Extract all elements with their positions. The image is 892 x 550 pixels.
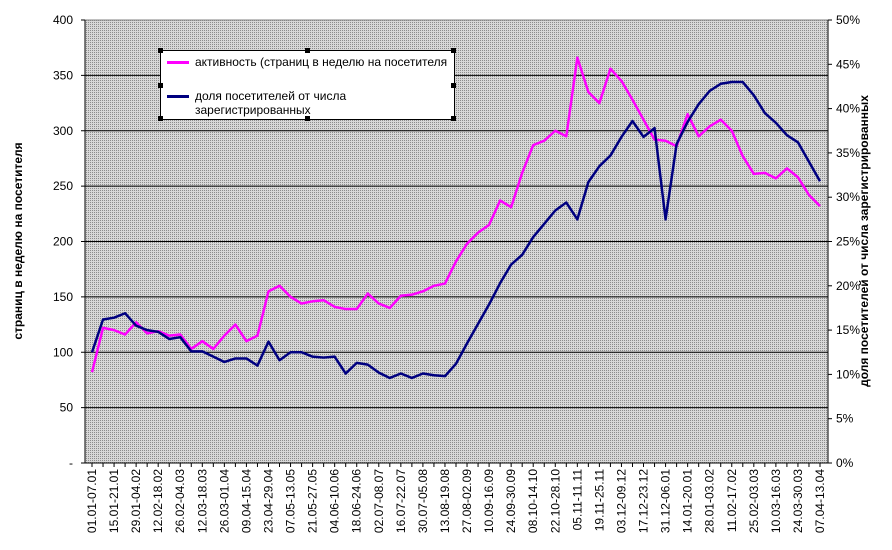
x-tick-label: 07.04-13.04	[813, 469, 827, 533]
x-tick-label: 12.03-18.03	[195, 469, 209, 533]
selection-handle	[158, 116, 163, 121]
selection-handle	[158, 83, 163, 88]
x-tick-label: 22.10-28.10	[548, 469, 562, 533]
y2-tick-label: 50%	[836, 13, 860, 27]
x-tick-label: 01.01-07.01	[85, 469, 99, 533]
x-tick-label: 19.11-25.11	[592, 469, 606, 532]
x-tick-label: 28.01-03.02	[703, 469, 717, 533]
x-tick-label: 31.12-06.01	[659, 469, 673, 533]
y2-tick-label: 25%	[836, 235, 860, 249]
legend-item: активность (страниц в неделю на посетите…	[167, 55, 450, 69]
y-tick-label: 200	[53, 235, 73, 249]
series-line	[90, 80, 822, 380]
x-tick-label: 26.03-01.04	[217, 469, 231, 533]
legend: активность (страниц в неделю на посетите…	[158, 48, 456, 121]
y2-tick-label: 0%	[836, 456, 854, 470]
y-axis-label: страниц в неделю на посетителя	[11, 142, 25, 339]
y-tick-label: 350	[53, 68, 73, 82]
series-line	[90, 56, 821, 373]
y-tick-label: 250	[53, 179, 73, 193]
x-tick-label: 17.12-23.12	[637, 469, 651, 533]
y-tick-label: 400	[53, 13, 73, 27]
x-tick-label: 18.06-24.06	[350, 469, 364, 533]
selection-handle	[451, 48, 456, 53]
x-tick-label: 15.01-21.01	[107, 469, 121, 533]
x-tick-label: 24.09-30.09	[504, 469, 518, 533]
x-tick-label: 07.05-13.05	[284, 469, 298, 533]
x-tick-label: 16.07-22.07	[394, 469, 408, 533]
x-tick-label: 27.08-02.09	[460, 469, 474, 533]
y-tick-label: -	[69, 456, 73, 470]
x-tick-label: 04.06-10.06	[328, 469, 342, 533]
legend-item: доля посетителей от числа зарегистрирова…	[167, 89, 450, 117]
y2-tick-label: 15%	[836, 323, 860, 337]
x-tick-label: 14.01-20.01	[681, 469, 695, 533]
x-tick-label: 08.10-14.10	[526, 469, 540, 533]
y2-tick-label: 10%	[836, 367, 860, 381]
x-tick-label: 02.07-08.07	[372, 469, 386, 533]
x-tick-label: 21.05-27.05	[306, 469, 320, 533]
x-tick-label: 25.02-03.03	[747, 469, 761, 533]
selection-handle	[305, 48, 310, 53]
y-tick-label: 50	[60, 401, 74, 415]
x-tick-label: 12.02-18.02	[151, 469, 165, 533]
selection-handle	[451, 116, 456, 121]
selection-handle	[451, 83, 456, 88]
y2-tick-label: 5%	[836, 412, 854, 426]
x-tick-label: 03.12-09.12	[614, 469, 628, 533]
legend-label: доля посетителей от числа зарегистрирова…	[195, 89, 347, 117]
x-tick-label: 13.08-19.08	[438, 469, 452, 533]
x-tick-label: 09.04-15.04	[239, 469, 253, 533]
y-tick-label: 100	[53, 345, 73, 359]
legend-swatch	[167, 95, 189, 98]
x-tick-label: 10.03-16.03	[769, 469, 783, 533]
x-tick-label: 30.07-05.08	[416, 469, 430, 533]
x-tick-label: 24.03-30.03	[791, 469, 805, 533]
y-tick-label: 300	[53, 124, 73, 138]
y2-axis-label: доля посетителей от числа зарегистрирова…	[857, 95, 871, 387]
y2-tick-label: 45%	[836, 57, 860, 71]
x-tick-label: 29.01-04.02	[129, 469, 143, 533]
y2-tick-label: 35%	[836, 146, 860, 160]
y2-tick-label: 30%	[836, 190, 860, 204]
legend-swatch	[167, 61, 189, 64]
y2-tick-label: 20%	[836, 279, 860, 293]
y-tick-label: 150	[53, 290, 73, 304]
x-tick-label: 10.09-16.09	[482, 469, 496, 533]
x-tick-label: 26.02-04.03	[173, 469, 187, 533]
x-tick-label: 23.04-29.04	[261, 469, 275, 533]
legend-label: активность (страниц в неделю на посетите…	[195, 55, 448, 69]
x-tick-label: 05.11-11.11	[570, 469, 584, 531]
selection-handle	[305, 116, 310, 121]
x-tick-label: 11.02-17.02	[725, 469, 739, 532]
y2-tick-label: 40%	[836, 102, 860, 116]
selection-handle	[158, 48, 163, 53]
